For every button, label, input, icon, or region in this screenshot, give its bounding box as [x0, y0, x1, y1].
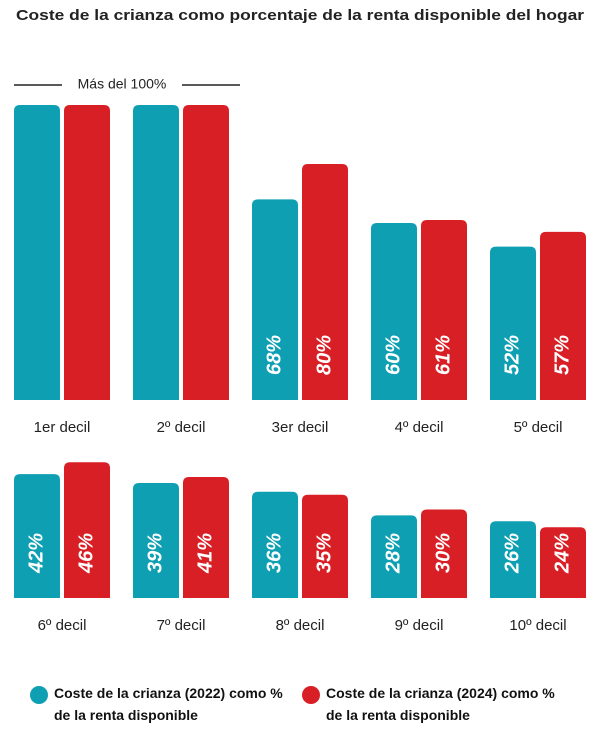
bar [540, 527, 586, 598]
bar [14, 474, 60, 598]
value-label: 28% [382, 533, 404, 574]
value-label: 30% [432, 533, 454, 573]
legend-item: Coste de la crianza (2024) como % de la … [302, 682, 566, 726]
bar [183, 105, 229, 400]
x-tick-label: 1er decil [34, 419, 91, 436]
bar [64, 105, 110, 400]
legend-label: Coste de la crianza (2024) como % de la … [326, 685, 555, 723]
value-label: 52% [501, 335, 523, 375]
chart-title: Coste de la crianza como porcentaje de l… [16, 7, 584, 24]
value-label: 41% [194, 533, 216, 574]
value-label: 42% [25, 533, 47, 574]
value-label: 60% [382, 335, 404, 375]
value-label: 39% [144, 533, 166, 573]
x-tick-label: 5º decil [514, 419, 563, 436]
x-tick-label: 8º decil [276, 617, 325, 634]
bar [14, 105, 60, 400]
bar [133, 105, 179, 400]
bar [371, 515, 417, 598]
bar [252, 199, 298, 400]
bar [371, 223, 417, 400]
legend-swatch [30, 686, 48, 704]
value-label: 46% [75, 533, 97, 574]
bar [183, 477, 229, 598]
bar [490, 246, 536, 400]
value-label: 61% [432, 335, 454, 375]
value-label: 68% [263, 335, 285, 375]
value-label: 57% [551, 335, 573, 375]
bar [421, 220, 467, 400]
bar [302, 164, 348, 400]
x-tick-label: 7º decil [157, 617, 206, 634]
x-tick-label: 9º decil [395, 617, 444, 634]
x-tick-label: 2º decil [157, 419, 206, 436]
bar [490, 521, 536, 598]
value-label: 26% [501, 533, 523, 574]
x-tick-label: 6º decil [38, 617, 87, 634]
value-label: 24% [551, 533, 573, 574]
x-tick-label: 3er decil [272, 419, 329, 436]
chart: Coste de la crianza como porcentaje de l… [14, 7, 586, 634]
bar [133, 482, 179, 598]
bar [64, 462, 110, 598]
bar [421, 509, 467, 598]
bar [302, 494, 348, 598]
value-label: 80% [313, 335, 335, 375]
legend-item: Coste de la crianza (2022) como % de la … [30, 682, 294, 726]
x-tick-label: 4º decil [395, 419, 444, 436]
x-tick-label: 10º decil [509, 617, 566, 634]
legend-label: Coste de la crianza (2022) como % de la … [54, 685, 283, 723]
legend-swatch [302, 686, 320, 704]
annotation: Más del 100% [78, 76, 167, 92]
bar [540, 231, 586, 400]
value-label: 35% [313, 533, 335, 573]
bar [252, 491, 298, 598]
value-label: 36% [263, 533, 285, 573]
